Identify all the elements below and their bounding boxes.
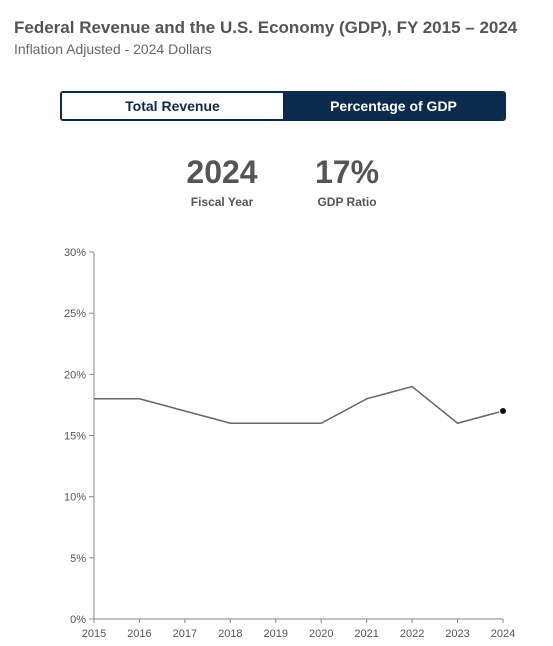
x-tick-label: 2016 bbox=[127, 628, 151, 640]
gdp-ratio-stat: 17% GDP Ratio bbox=[287, 153, 407, 209]
gdp-ratio-label: GDP Ratio bbox=[317, 195, 377, 209]
x-tick-label: 2022 bbox=[400, 628, 424, 640]
fiscal-year-label: Fiscal Year bbox=[190, 195, 254, 209]
x-tick-label: 2024 bbox=[491, 628, 515, 640]
chart-subtitle: Inflation Adjusted - 2024 Dollars bbox=[14, 41, 212, 57]
highlight-point bbox=[499, 407, 507, 416]
x-tick-label: 2021 bbox=[354, 628, 378, 640]
gdp-ratio-value: 17% bbox=[314, 154, 380, 190]
y-tick-label: 10% bbox=[64, 492, 86, 504]
y-tick-label: 0% bbox=[70, 614, 86, 626]
y-tick-label: 25% bbox=[64, 308, 86, 320]
x-tick-label: 2023 bbox=[445, 628, 469, 640]
x-tick-label: 2015 bbox=[82, 628, 106, 640]
chart-title: Federal Revenue and the U.S. Economy (GD… bbox=[14, 18, 518, 37]
y-tick-label: 20% bbox=[64, 369, 86, 381]
y-tick-label: 5% bbox=[70, 553, 86, 565]
x-tick-label: 2019 bbox=[264, 628, 288, 640]
x-tick-label: 2020 bbox=[309, 628, 333, 640]
view-toggle: Total Revenue Percentage of GDP bbox=[60, 91, 506, 121]
fiscal-year-value: 2024 bbox=[186, 154, 258, 190]
x-tick-label: 2017 bbox=[173, 628, 197, 640]
y-tick-label: 30% bbox=[64, 247, 86, 259]
y-tick-label: 15% bbox=[64, 431, 86, 443]
fiscal-year-stat: 2024 Fiscal Year bbox=[162, 153, 282, 209]
total-revenue-button[interactable]: Total Revenue bbox=[62, 93, 283, 119]
percentage-gdp-button[interactable]: Percentage of GDP bbox=[283, 93, 504, 119]
x-tick-label: 2018 bbox=[218, 628, 242, 640]
series-line bbox=[94, 385, 504, 425]
